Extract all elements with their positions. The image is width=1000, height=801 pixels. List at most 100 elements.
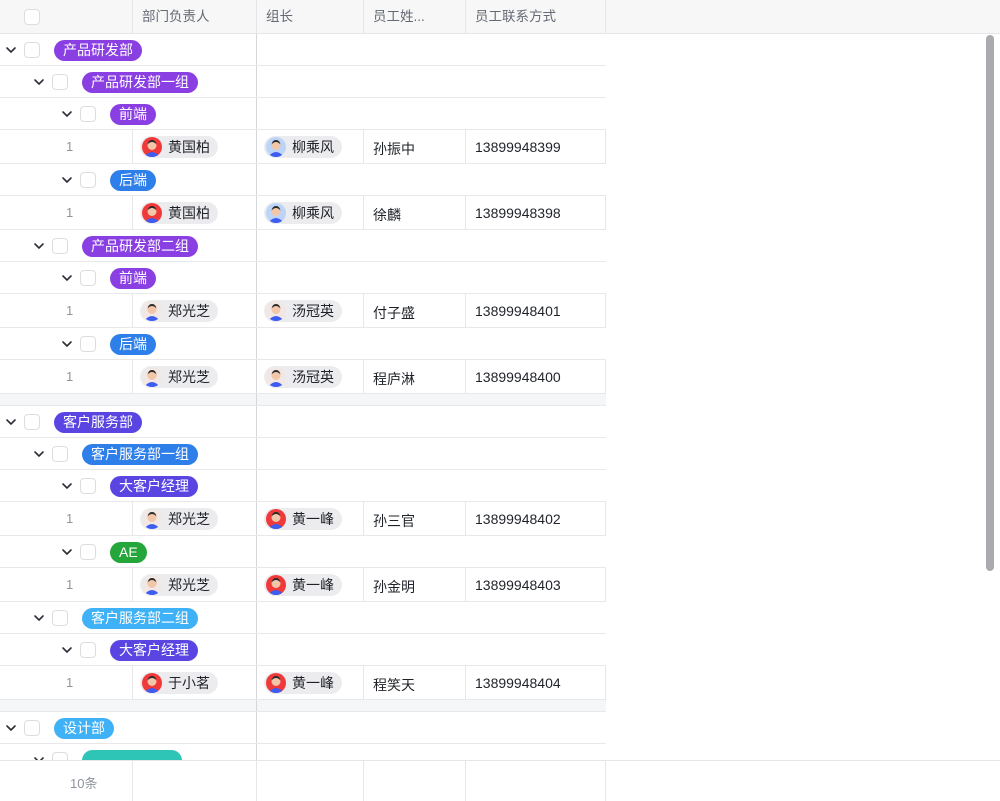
table-row: 1 郑光芝 黄一峰 孙三官 13899948402 xyxy=(0,502,606,536)
chevron-down-icon[interactable] xyxy=(60,545,74,559)
group-checkbox[interactable] xyxy=(80,270,96,286)
group-row: AE xyxy=(0,536,606,568)
chevron-down-icon[interactable] xyxy=(60,107,74,121)
avatar xyxy=(142,575,162,595)
group-checkbox[interactable] xyxy=(80,642,96,658)
column-header-employee-name[interactable]: 员工姓... xyxy=(364,0,466,33)
group-tag: 大客户经理 xyxy=(110,640,198,661)
group-checkbox[interactable] xyxy=(52,446,68,462)
group-tag: 前端 xyxy=(110,104,156,125)
row-index: 1 xyxy=(66,303,74,318)
table-row: 1 黄国柏 柳乘风 徐麟 13899948398 xyxy=(0,196,606,230)
chevron-down-icon[interactable] xyxy=(32,239,46,253)
table-header: 部门负责人 组长 员工姓... 员工联系方式 xyxy=(0,0,1000,34)
avatar xyxy=(266,509,286,529)
employee-name: 程庐淋 xyxy=(373,371,415,387)
group-checkbox[interactable] xyxy=(80,478,96,494)
row-index: 1 xyxy=(66,577,74,592)
group-checkbox[interactable] xyxy=(24,414,40,430)
chevron-down-icon[interactable] xyxy=(32,75,46,89)
avatar xyxy=(142,203,162,223)
avatar xyxy=(142,137,162,157)
employee-name: 徐麟 xyxy=(373,207,401,223)
group-tag: 客户服务部 xyxy=(54,412,142,433)
group-row: 前端 xyxy=(0,262,606,294)
group-checkbox[interactable] xyxy=(80,106,96,122)
group-tag: 客户服务部二组 xyxy=(82,608,198,629)
vertical-scrollbar[interactable] xyxy=(986,35,994,571)
employee-phone: 13899948400 xyxy=(475,369,561,385)
dept-head-chip[interactable]: 郑光芝 xyxy=(140,574,218,596)
chevron-down-icon[interactable] xyxy=(32,611,46,625)
chevron-down-icon[interactable] xyxy=(60,479,74,493)
chevron-down-icon[interactable] xyxy=(32,447,46,461)
group-spacer xyxy=(0,700,606,712)
chevron-down-icon[interactable] xyxy=(4,721,18,735)
employee-phone: 13899948403 xyxy=(475,577,561,593)
employee-name: 孙三官 xyxy=(373,513,415,529)
chevron-down-icon[interactable] xyxy=(32,753,46,760)
group-tag: 客户服务部一组 xyxy=(82,444,198,465)
group-checkbox[interactable] xyxy=(52,74,68,90)
group-tag: 产品研发部二组 xyxy=(82,236,198,257)
group-tag: AE xyxy=(110,542,147,563)
group-checkbox[interactable] xyxy=(80,336,96,352)
group-spacer xyxy=(0,394,606,406)
chevron-down-icon[interactable] xyxy=(4,43,18,57)
group-checkbox[interactable] xyxy=(80,172,96,188)
dept-head-chip[interactable]: 黄国柏 xyxy=(140,202,218,224)
avatar xyxy=(266,367,286,387)
group-checkbox[interactable] xyxy=(24,720,40,736)
column-header-employee-phone[interactable]: 员工联系方式 xyxy=(466,0,606,33)
team-lead-chip[interactable]: 黄一峰 xyxy=(264,672,342,694)
team-lead-chip[interactable]: 柳乘风 xyxy=(264,136,342,158)
column-header-dept-head[interactable]: 部门负责人 xyxy=(133,0,257,33)
row-index: 1 xyxy=(66,205,74,220)
group-tag xyxy=(82,750,182,760)
employee-name: 程笑天 xyxy=(373,677,415,693)
employee-name: 付子盛 xyxy=(373,305,415,321)
avatar xyxy=(266,203,286,223)
chevron-down-icon[interactable] xyxy=(60,337,74,351)
header-select-cell xyxy=(0,0,133,33)
avatar xyxy=(266,301,286,321)
team-lead-chip[interactable]: 汤冠英 xyxy=(264,366,342,388)
group-row: 产品研发部 xyxy=(0,34,606,66)
select-all-checkbox[interactable] xyxy=(24,9,40,25)
table-row: 1 于小茗 黄一峰 程笑天 13899948404 xyxy=(0,666,606,700)
chevron-down-icon[interactable] xyxy=(60,271,74,285)
record-count: 10条 xyxy=(70,776,98,791)
dept-head-chip[interactable]: 黄国柏 xyxy=(140,136,218,158)
chevron-down-icon[interactable] xyxy=(60,173,74,187)
avatar xyxy=(266,673,286,693)
table-row: 1 郑光芝 汤冠英 程庐淋 13899948400 xyxy=(0,360,606,394)
group-checkbox[interactable] xyxy=(52,610,68,626)
group-row: 大客户经理 xyxy=(0,470,606,502)
dept-head-chip[interactable]: 郑光芝 xyxy=(140,366,218,388)
group-row: 大客户经理 xyxy=(0,634,606,666)
group-tag: 后端 xyxy=(110,170,156,191)
avatar xyxy=(142,301,162,321)
row-index: 1 xyxy=(66,511,74,526)
group-row xyxy=(0,744,606,760)
group-checkbox[interactable] xyxy=(52,238,68,254)
chevron-down-icon[interactable] xyxy=(4,415,18,429)
dept-head-chip[interactable]: 于小茗 xyxy=(140,672,218,694)
team-lead-chip[interactable]: 汤冠英 xyxy=(264,300,342,322)
group-row: 后端 xyxy=(0,328,606,360)
group-checkbox[interactable] xyxy=(52,752,68,760)
table-body: 产品研发部 产品研发部一组 前端 1 黄国柏 柳乘风 孙振中 13899948399 后端 1 黄国… xyxy=(0,34,606,760)
team-lead-chip[interactable]: 柳乘风 xyxy=(264,202,342,224)
group-checkbox[interactable] xyxy=(80,544,96,560)
team-lead-chip[interactable]: 黄一峰 xyxy=(264,574,342,596)
avatar xyxy=(266,137,286,157)
group-row: 客户服务部 xyxy=(0,406,606,438)
dept-head-chip[interactable]: 郑光芝 xyxy=(140,508,218,530)
group-checkbox[interactable] xyxy=(24,42,40,58)
dept-head-chip[interactable]: 郑光芝 xyxy=(140,300,218,322)
group-tag: 前端 xyxy=(110,268,156,289)
table-row: 1 郑光芝 黄一峰 孙金明 13899948403 xyxy=(0,568,606,602)
chevron-down-icon[interactable] xyxy=(60,643,74,657)
column-header-team-lead[interactable]: 组长 xyxy=(257,0,364,33)
team-lead-chip[interactable]: 黄一峰 xyxy=(264,508,342,530)
